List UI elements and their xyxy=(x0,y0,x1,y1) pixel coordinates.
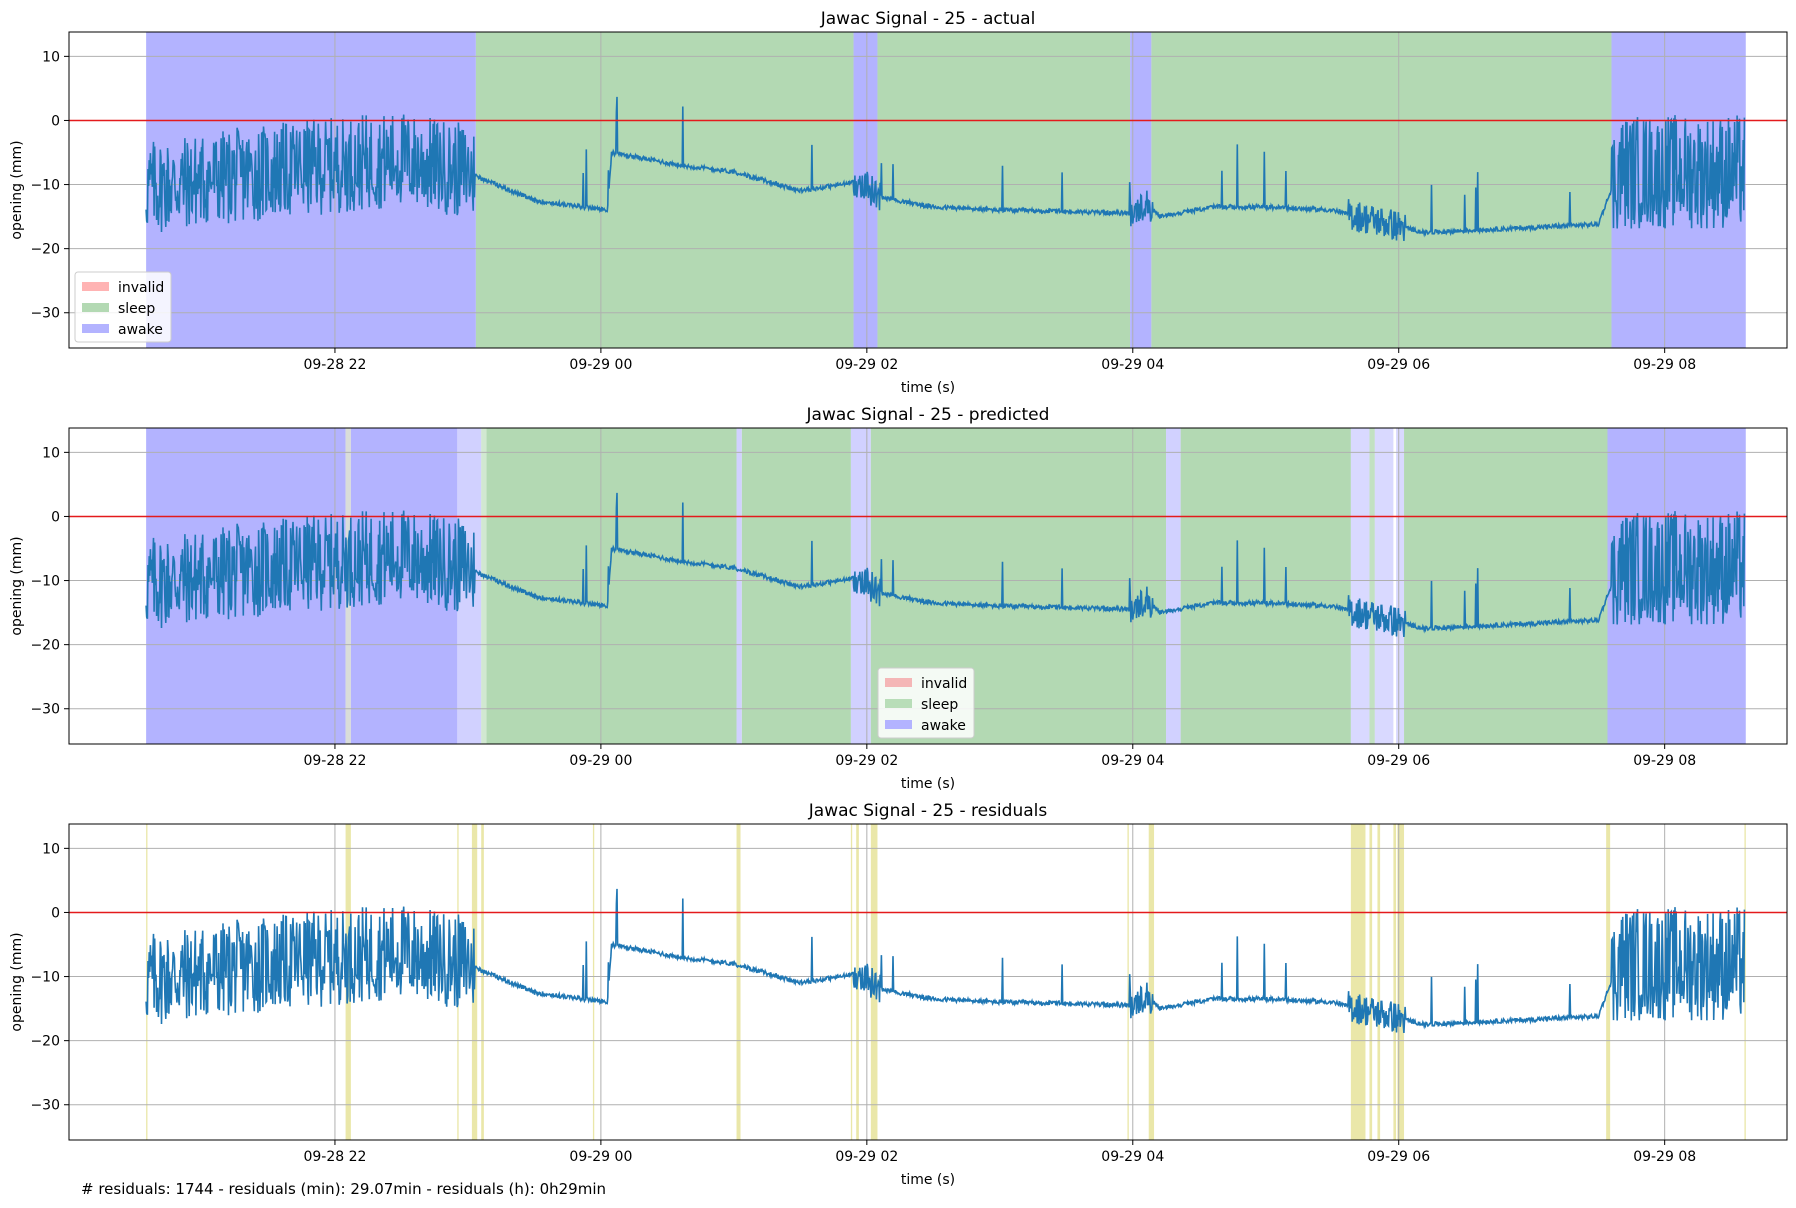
span-awake xyxy=(1130,32,1152,348)
span-awake xyxy=(1374,428,1394,744)
y-tick-label: −30 xyxy=(30,1098,60,1114)
x-tick-label: 09-29 02 xyxy=(835,1149,898,1165)
y-tick-label: −30 xyxy=(30,702,60,718)
plot-area xyxy=(69,32,1787,348)
legend-swatch-awake xyxy=(885,720,912,729)
x-axis-label: time (s) xyxy=(901,776,955,792)
legend: invalid sleep awake xyxy=(877,667,975,739)
x-tick-label: 09-28 22 xyxy=(303,1149,366,1165)
legend-label-sleep: sleep xyxy=(118,301,155,317)
x-tick-label: 09-29 06 xyxy=(1367,1149,1430,1165)
x-tick-label: 09-28 22 xyxy=(303,753,366,769)
signal-line xyxy=(145,96,1746,242)
chart-title: Jawac Signal - 25 - residuals xyxy=(808,801,1048,821)
x-axis-label: time (s) xyxy=(901,1172,955,1188)
residual-span xyxy=(1377,824,1381,1140)
span-awake xyxy=(1166,428,1181,744)
legend-label-invalid: invalid xyxy=(118,280,164,296)
residual-span xyxy=(481,824,484,1140)
legend-label-invalid: invalid xyxy=(921,676,967,692)
legend-swatch-invalid xyxy=(885,678,912,687)
legend-label-sleep: sleep xyxy=(921,697,958,713)
y-tick-label: −20 xyxy=(30,242,60,258)
y-tick-label: −10 xyxy=(30,970,60,986)
residual-span xyxy=(1744,824,1746,1140)
chart-title: Jawac Signal - 25 - predicted xyxy=(806,405,1050,425)
span-sleep xyxy=(1404,428,1608,744)
span-sleep xyxy=(877,32,1131,348)
axes-frame xyxy=(68,823,1788,1141)
x-tick-label: 09-28 22 xyxy=(303,357,366,373)
residuals-summary: # residuals: 1744 - residuals (min): 29.… xyxy=(81,1180,607,1198)
legend-label-awake: awake xyxy=(921,718,966,734)
span-awake xyxy=(736,428,742,744)
x-tick-label: 09-29 06 xyxy=(1367,357,1430,373)
plot-area xyxy=(69,824,1787,1140)
y-axis-label: opening (mm) xyxy=(9,140,25,239)
span-awake xyxy=(1350,428,1370,744)
y-tick-label: 0 xyxy=(51,113,60,129)
residual-span xyxy=(850,824,853,1140)
span-sleep xyxy=(486,428,737,744)
x-axis-label: time (s) xyxy=(901,380,955,396)
legend-swatch-invalid xyxy=(82,282,109,291)
legend-swatch-awake xyxy=(82,324,109,333)
y-tick-label: −10 xyxy=(30,178,60,194)
panel-1: 09-28 22 09-29 00 09-29 02 09-29 04 09-29 06… xyxy=(9,9,1788,396)
residual-span xyxy=(1606,824,1611,1140)
span-sleep xyxy=(481,428,487,744)
x-tick-label: 09-29 02 xyxy=(835,357,898,373)
y-tick-label: −20 xyxy=(30,638,60,654)
residual-span xyxy=(1397,824,1405,1140)
legend: invalid sleep awake xyxy=(74,271,172,343)
signal-line xyxy=(145,888,1746,1034)
span-sleep xyxy=(1180,428,1351,744)
x-tick-label: 09-29 04 xyxy=(1101,357,1164,373)
legend-label-awake: awake xyxy=(118,322,163,338)
signal-line xyxy=(145,492,1746,638)
chart-title: Jawac Signal - 25 - actual xyxy=(820,9,1036,29)
y-axis-label: opening (mm) xyxy=(9,932,25,1031)
residual-span xyxy=(592,824,595,1140)
residual-span xyxy=(1148,824,1155,1140)
x-tick-label: 09-29 04 xyxy=(1101,753,1164,769)
axes-frame xyxy=(68,427,1788,745)
y-tick-label: 10 xyxy=(42,445,60,461)
y-tick-label: −30 xyxy=(30,306,60,322)
span-sleep xyxy=(1369,428,1375,744)
span-awake xyxy=(1396,428,1405,744)
y-tick-label: −10 xyxy=(30,574,60,590)
x-tick-label: 09-29 04 xyxy=(1101,1149,1164,1165)
y-axis-label: opening (mm) xyxy=(9,536,25,635)
residual-span xyxy=(1350,824,1366,1140)
y-tick-label: 0 xyxy=(51,509,60,525)
y-tick-label: −20 xyxy=(30,1034,60,1050)
x-tick-label: 09-29 08 xyxy=(1633,753,1696,769)
residual-span xyxy=(146,824,148,1140)
legend-swatch-sleep xyxy=(885,699,912,708)
residual-span xyxy=(1393,824,1397,1140)
y-tick-label: 0 xyxy=(51,905,60,921)
residual-span xyxy=(1369,824,1373,1140)
residual-span xyxy=(736,824,741,1140)
x-tick-label: 09-29 02 xyxy=(835,753,898,769)
y-tick-label: 10 xyxy=(42,841,60,857)
x-tick-label: 09-29 08 xyxy=(1633,1149,1696,1165)
x-tick-label: 09-29 00 xyxy=(569,357,632,373)
panel-2: 09-28 22 09-29 00 09-29 02 09-29 04 09-29 06… xyxy=(9,405,1788,792)
x-tick-label: 09-29 00 xyxy=(569,1149,632,1165)
x-tick-label: 09-29 08 xyxy=(1633,357,1696,373)
x-tick-label: 09-29 06 xyxy=(1367,753,1430,769)
y-tick-label: 10 xyxy=(42,49,60,65)
axes-frame xyxy=(68,31,1788,349)
legend-swatch-sleep xyxy=(82,303,109,312)
panel-3: 09-28 22 09-29 00 09-29 02 09-29 04 09-29 06… xyxy=(9,801,1788,1188)
span-sleep xyxy=(1151,32,1612,348)
residual-span xyxy=(1127,824,1129,1140)
x-tick-label: 09-29 00 xyxy=(569,753,632,769)
